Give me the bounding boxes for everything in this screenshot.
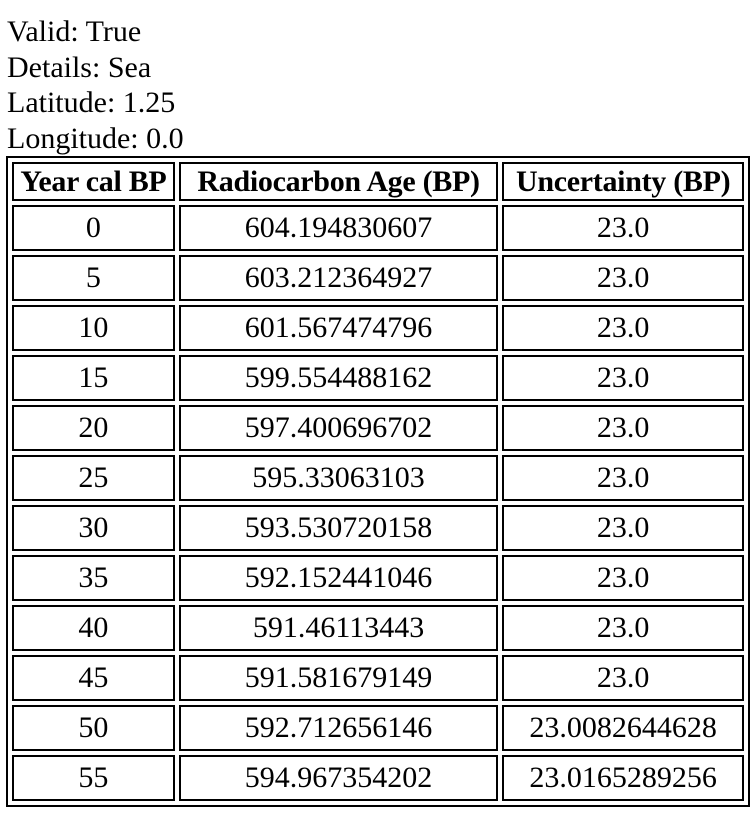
table-row: 50 592.712656146 23.0082644628: [12, 705, 744, 751]
year-cell: 5: [12, 255, 175, 301]
table-row: 40 591.46113443 23.0: [12, 605, 744, 651]
radiocarbon-age-cell: 599.554488162: [178, 355, 499, 401]
radiocarbon-age-cell: 591.46113443: [178, 605, 499, 651]
radiocarbon-age-cell: 603.212364927: [178, 255, 499, 301]
table-row: 10 601.567474796 23.0: [12, 305, 744, 351]
uncertainty-cell: 23.0: [502, 555, 744, 601]
radiocarbon-age-cell: 592.152441046: [178, 555, 499, 601]
table-row: 15 599.554488162 23.0: [12, 355, 744, 401]
details-label: Details:: [7, 50, 101, 84]
calibration-table: Year cal BP Radiocarbon Age (BP) Uncerta…: [6, 156, 750, 807]
year-cell: 0: [12, 205, 175, 251]
radiocarbon-age-cell: 593.530720158: [178, 505, 499, 551]
valid-value: True: [85, 15, 142, 48]
radiocarbon-age-cell: 595.33063103: [178, 455, 499, 501]
uncertainty-cell: 23.0: [502, 405, 744, 451]
table-row: 20 597.400696702 23.0: [12, 405, 744, 451]
table-container: Year cal BP Radiocarbon Age (BP) Uncerta…: [6, 156, 750, 807]
radiocarbon-age-cell: 597.400696702: [178, 405, 499, 451]
table-row: 45 591.581679149 23.0: [12, 655, 744, 701]
year-cell: 25: [12, 455, 175, 501]
longitude-line: Longitude: 0.0: [7, 121, 184, 157]
year-cell: 10: [12, 305, 175, 351]
details-line: Details: Sea: [7, 50, 184, 86]
year-cell: 20: [12, 405, 175, 451]
table-row: 25 595.33063103 23.0: [12, 455, 744, 501]
radiocarbon-age-cell: 591.581679149: [178, 655, 499, 701]
column-header-uncertainty: Uncertainty (BP): [502, 162, 744, 201]
table-row: 35 592.152441046 23.0: [12, 555, 744, 601]
table-row: 5 603.212364927 23.0: [12, 255, 744, 301]
valid-line: Valid: True: [7, 14, 184, 50]
valid-label: Valid:: [7, 15, 79, 48]
table-row: 0 604.194830607 23.0: [12, 205, 744, 251]
uncertainty-cell: 23.0: [502, 605, 744, 651]
uncertainty-cell: 23.0: [502, 355, 744, 401]
uncertainty-cell: 23.0: [502, 655, 744, 701]
year-cell: 30: [12, 505, 175, 551]
uncertainty-cell: 23.0: [502, 505, 744, 551]
column-header-radiocarbon-age: Radiocarbon Age (BP): [178, 162, 499, 201]
uncertainty-cell: 23.0: [502, 205, 744, 251]
latitude-line: Latitude: 1.25: [7, 85, 184, 121]
metadata-block: Valid: True Details: Sea Latitude: 1.25 …: [7, 14, 184, 156]
year-cell: 55: [12, 755, 175, 801]
uncertainty-cell: 23.0: [502, 255, 744, 301]
year-cell: 50: [12, 705, 175, 751]
uncertainty-cell: 23.0082644628: [502, 705, 744, 751]
radiocarbon-age-cell: 601.567474796: [178, 305, 499, 351]
uncertainty-cell: 23.0: [502, 305, 744, 351]
longitude-label: Longitude:: [7, 121, 139, 155]
table-row: 55 594.967354202 23.0165289256: [12, 755, 744, 801]
radiocarbon-age-cell: 594.967354202: [178, 755, 499, 801]
year-cell: 45: [12, 655, 175, 701]
radiocarbon-age-cell: 604.194830607: [178, 205, 499, 251]
latitude-label: Latitude:: [7, 86, 116, 119]
radiocarbon-age-cell: 592.712656146: [178, 705, 499, 751]
table-row: 30 593.530720158 23.0: [12, 505, 744, 551]
column-header-year: Year cal BP: [12, 162, 175, 201]
year-cell: 35: [12, 555, 175, 601]
details-value: Sea: [107, 50, 152, 84]
latitude-value: 1.25: [122, 86, 176, 119]
year-cell: 40: [12, 605, 175, 651]
year-cell: 15: [12, 355, 175, 401]
table-header-row: Year cal BP Radiocarbon Age (BP) Uncerta…: [12, 162, 744, 201]
uncertainty-cell: 23.0165289256: [502, 755, 744, 801]
uncertainty-cell: 23.0: [502, 455, 744, 501]
longitude-value: 0.0: [146, 121, 184, 155]
